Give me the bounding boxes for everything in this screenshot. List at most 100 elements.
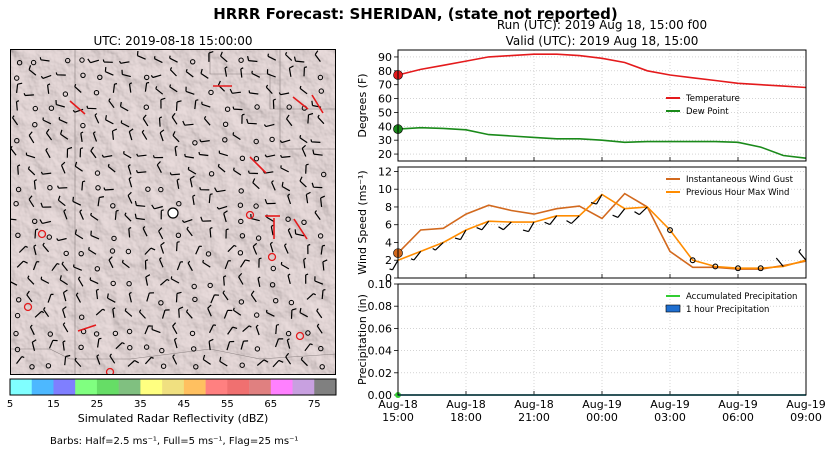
wind-barb (104, 67, 114, 76)
wind-barb (207, 304, 212, 317)
legend-label: Instantaneous Wind Gust (686, 175, 794, 185)
wind-barb (81, 180, 86, 191)
wind-barb (28, 65, 37, 76)
map-calm-circle (111, 235, 117, 242)
map-frame (10, 49, 336, 375)
wind-barb (29, 324, 35, 336)
wind-barb (299, 135, 308, 144)
map-calm-circle (273, 298, 279, 304)
calm-wind-marker (712, 263, 719, 270)
colorbar-tick-label: 15 (47, 399, 60, 410)
map-calm-circle (222, 137, 228, 143)
wind-barb (256, 359, 269, 366)
wind-barb (153, 56, 163, 64)
y-tick-label: 70 (378, 79, 392, 92)
wind-barb (201, 101, 211, 108)
wind-barb (40, 202, 52, 208)
y-axis-label: Precipitation (in) (356, 294, 369, 385)
map-calm-circle (239, 362, 245, 368)
map-calm-circle (143, 104, 150, 110)
map-calm-circle (109, 248, 116, 254)
map-calm-circle (238, 57, 244, 63)
wind-barb (239, 259, 250, 268)
wind-barb (498, 221, 512, 231)
wind-barb (73, 264, 83, 271)
map-calm-circle (16, 297, 22, 303)
wind-barb (307, 243, 311, 255)
wind-barb (278, 92, 290, 96)
wind-barb (258, 257, 262, 268)
wind-barb (320, 195, 326, 207)
map-calm-circle (253, 156, 260, 162)
wind-barb (281, 181, 291, 192)
wind-barb (134, 200, 146, 207)
wind-barb (225, 228, 229, 239)
y-tick-label: 20 (378, 148, 392, 161)
map-calm-circle (224, 106, 231, 112)
map-calm-circle (126, 328, 133, 335)
wind-barb (172, 131, 180, 143)
wind-barb (241, 113, 245, 124)
wind-barb (61, 261, 68, 272)
panel-frame (397, 166, 807, 279)
colorbar-bin (162, 379, 185, 395)
wind-barb (31, 339, 37, 351)
wind-barb (97, 337, 102, 348)
legend-swatch (665, 304, 681, 313)
colorbar-bin (227, 379, 250, 395)
map-calm-circle (238, 218, 244, 225)
y-tick-label: 80 (378, 65, 392, 78)
colorbar-bin (270, 379, 293, 395)
wind-barb (216, 205, 228, 210)
y-tick-label: 0.06 (368, 322, 393, 335)
wind-barb (127, 191, 133, 204)
map-calm-circle (301, 219, 307, 226)
map-calm-circle (15, 232, 21, 239)
map-calm-circle (321, 171, 327, 178)
wind-barb (32, 261, 40, 271)
y-tick-label: 40 (378, 120, 392, 133)
wind-barb (40, 171, 52, 175)
wind-barb (280, 154, 291, 158)
wind-barb (40, 276, 50, 284)
map-calm-circle (32, 122, 38, 128)
wind-barb (45, 128, 53, 141)
wind-barb (121, 69, 131, 78)
map-calm-circle (239, 155, 246, 162)
wind-barb (144, 259, 149, 270)
wind-barb (176, 178, 180, 189)
wind-barb (90, 230, 100, 240)
map-red-calm-circle (23, 302, 33, 312)
wind-barb (115, 342, 125, 350)
colorbar-bin (118, 379, 141, 395)
map-calm-circle (95, 185, 101, 191)
reflectivity-colorbar: 5 15 25 35 45 55 65 75 (7, 378, 337, 410)
wind-barb (544, 215, 558, 226)
wind-barb (77, 276, 84, 287)
wind-barb (39, 57, 50, 62)
x-tick-label-date: Aug-19 (786, 398, 825, 411)
run-time-label: Run (UTC): 2019 Aug 18, 15:00 f00 (496, 18, 708, 32)
map-red-calm-circle (295, 331, 305, 341)
map-calm-circle (207, 282, 213, 289)
map-calm-circle (127, 345, 133, 351)
series-line (397, 192, 807, 270)
wind-barb (192, 194, 196, 205)
wind-barb (62, 289, 68, 302)
map-calm-circle (160, 363, 167, 369)
map-calm-circle (78, 344, 84, 350)
wind-barb (28, 195, 35, 208)
map-calm-circle (193, 364, 199, 370)
wind-barb (74, 357, 82, 368)
wind-barb (218, 150, 228, 157)
wind-barb (146, 292, 155, 302)
wind-barb (97, 196, 105, 207)
wind-barb (229, 88, 241, 94)
site-marker (167, 207, 179, 219)
map-calm-circle (317, 233, 324, 239)
map-calm-circle (192, 140, 198, 146)
wind-barb (94, 113, 100, 124)
wind-barb (63, 209, 68, 220)
wind-barb (238, 272, 244, 285)
map-calm-circle (13, 330, 19, 337)
